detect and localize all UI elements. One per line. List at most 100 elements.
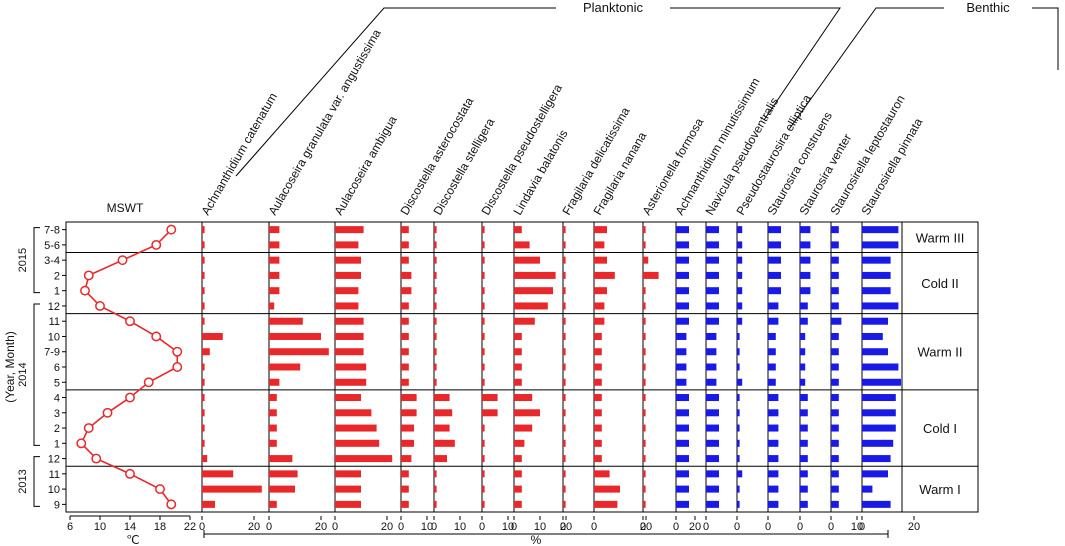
row-label: 11 xyxy=(49,316,60,328)
bar xyxy=(643,394,646,402)
bar xyxy=(594,455,602,463)
bar xyxy=(269,226,280,234)
bar xyxy=(643,226,646,234)
bar xyxy=(514,424,533,432)
bar xyxy=(862,424,896,432)
bar xyxy=(862,287,891,295)
bar xyxy=(594,470,610,478)
bar xyxy=(482,363,485,371)
bar xyxy=(768,287,781,295)
bar xyxy=(401,424,414,432)
bar xyxy=(800,470,808,478)
bar xyxy=(768,348,776,356)
bar xyxy=(831,378,839,386)
bar xyxy=(482,455,485,463)
y-axis-title: (Year, Month) xyxy=(3,331,17,403)
bar xyxy=(434,256,437,264)
mswt-point xyxy=(91,453,102,464)
planktonic-bracket-right xyxy=(670,7,841,121)
mswt-title: MSWT xyxy=(107,201,144,215)
bar xyxy=(862,455,891,463)
bar xyxy=(269,455,293,463)
bar xyxy=(800,455,808,463)
bar xyxy=(676,302,689,310)
row-label: 2 xyxy=(54,270,60,282)
bar xyxy=(434,271,437,279)
bar xyxy=(706,271,719,279)
bar xyxy=(594,378,602,386)
bar xyxy=(482,241,485,249)
bar xyxy=(401,363,409,371)
bar xyxy=(676,394,689,402)
bar xyxy=(737,226,743,234)
bar xyxy=(482,317,485,325)
panel-tick-label: 0 xyxy=(797,521,803,533)
bar xyxy=(482,439,485,447)
row-label: 1 xyxy=(54,438,60,450)
bar xyxy=(482,485,485,493)
bar xyxy=(594,226,607,234)
panel-tick-label: 0 xyxy=(398,521,404,533)
bar xyxy=(706,348,717,356)
bar xyxy=(706,439,719,447)
mswt-point xyxy=(80,285,90,296)
bar xyxy=(202,409,205,417)
taxa-bars: 0 20 0 20 0 20 0 100 10 0 100 10 200 0 200 200 0 0 0 0 0 100 2… xyxy=(199,222,920,533)
panel-tick-label: 10 xyxy=(502,521,514,533)
bar xyxy=(768,317,779,325)
bar xyxy=(737,317,743,325)
bar xyxy=(800,424,808,432)
bar xyxy=(676,287,689,295)
bar xyxy=(800,302,808,310)
bar xyxy=(831,424,839,432)
mswt-point xyxy=(117,255,128,266)
bar xyxy=(862,302,899,310)
panel-tick-label: 10 xyxy=(421,521,433,533)
bar xyxy=(563,394,566,402)
bar xyxy=(862,485,873,493)
taxon-name: Aulacoseira ambigua xyxy=(331,113,399,217)
panel-tick-label: 10 xyxy=(851,521,863,533)
bar xyxy=(482,378,485,386)
bar xyxy=(737,439,740,447)
panel-tick-label: 20 xyxy=(908,521,920,533)
bar xyxy=(202,470,234,478)
bar xyxy=(800,287,811,295)
mswt-panel: MSWT 6 10 14 18 22 ℃ xyxy=(67,201,196,546)
bar xyxy=(335,317,364,325)
benthic-label: Benthic xyxy=(966,0,1010,15)
bar xyxy=(434,409,453,417)
bar xyxy=(737,455,740,463)
mswt-point xyxy=(166,224,177,235)
bar xyxy=(563,256,566,264)
bar xyxy=(831,439,839,447)
bar xyxy=(482,302,485,310)
bar xyxy=(269,485,295,493)
bar xyxy=(676,226,689,234)
bar xyxy=(335,287,359,295)
bar xyxy=(831,332,839,340)
bar xyxy=(482,470,485,478)
bar xyxy=(862,394,896,402)
bar xyxy=(202,332,223,340)
bar xyxy=(831,348,839,356)
panel-tick-label: 0 xyxy=(591,521,597,533)
panel-tick-label: 10 xyxy=(534,521,546,533)
bar xyxy=(269,470,298,478)
bar xyxy=(401,394,417,402)
bar xyxy=(269,287,280,295)
bar xyxy=(831,394,839,402)
bar xyxy=(563,455,566,463)
bar xyxy=(862,241,899,249)
mswt-point xyxy=(151,239,162,250)
bar xyxy=(401,348,409,356)
bar xyxy=(676,470,689,478)
bar xyxy=(737,500,740,508)
bar xyxy=(800,394,808,402)
bar xyxy=(594,439,602,447)
bar xyxy=(563,332,566,340)
bar xyxy=(434,485,437,493)
bar xyxy=(563,317,566,325)
bar xyxy=(335,271,361,279)
